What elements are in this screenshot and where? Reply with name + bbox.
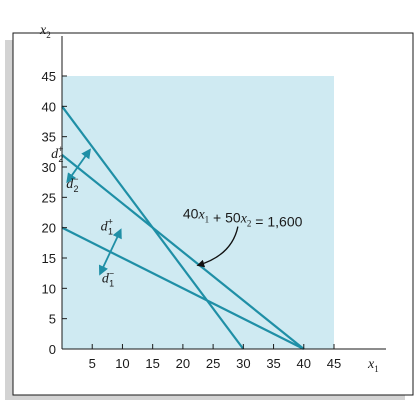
x-tick-label: 5 — [89, 356, 96, 371]
y-tick-label: 40 — [42, 99, 56, 114]
deviation-label-d1-minus: d− 1 — [102, 268, 114, 288]
annotation-arrow — [196, 226, 239, 268]
x-axis-label: x1 — [367, 357, 379, 374]
y-tick-label: 15 — [42, 251, 56, 266]
x-tick-label: 25 — [206, 356, 220, 371]
x-tick-label: 40 — [297, 356, 311, 371]
y-tick-label: 25 — [42, 190, 56, 205]
deviation-arrow-d2-arrow — [66, 148, 91, 184]
annotation-equation: 40x1 + 50x2 = 1,600 — [183, 206, 303, 230]
y-axis-label: x2 — [39, 23, 51, 40]
feasible-region — [62, 76, 334, 349]
y-tick-label: 20 — [42, 221, 56, 236]
x-tick-label: 30 — [236, 356, 250, 371]
y-tick-label: 10 — [42, 281, 56, 296]
y-tick-label: 30 — [42, 160, 56, 175]
constraint-line-b — [61, 154, 305, 350]
y-tick-label: 45 — [42, 69, 56, 84]
deviation-arrow-d1-arrow — [98, 228, 122, 276]
x-tick-label: 20 — [176, 356, 190, 371]
deviation-label-d2-plus: d+ 2 — [51, 144, 63, 164]
y-tick-label: 35 — [42, 130, 56, 145]
deviation-label-d2-minus: d− 2 — [66, 174, 78, 194]
x-tick-label: 45 — [327, 356, 341, 371]
y-tick-label: 5 — [49, 312, 56, 327]
y-tick-label: 0 — [49, 342, 56, 357]
x-tick-label: 10 — [115, 356, 129, 371]
x-tick-label: 35 — [266, 356, 280, 371]
x-tick-label: 15 — [145, 356, 159, 371]
deviation-label-d1-plus: d+ 1 — [101, 217, 113, 237]
